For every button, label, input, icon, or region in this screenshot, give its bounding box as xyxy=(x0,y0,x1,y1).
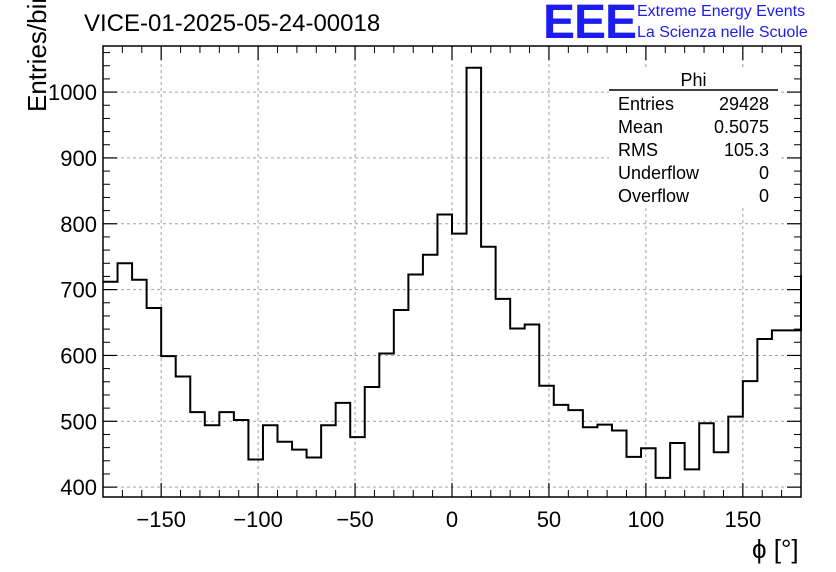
histogram-bin xyxy=(147,308,162,497)
y-tick-label: 800 xyxy=(60,212,97,237)
histogram-line xyxy=(103,66,802,479)
histogram-bin xyxy=(757,339,772,497)
stats-title: Phi xyxy=(680,70,706,90)
histogram-bin xyxy=(365,387,380,497)
stats-value: 29428 xyxy=(719,94,769,114)
stats-value: 0 xyxy=(759,163,769,183)
x-tick-label: −150 xyxy=(136,507,186,532)
histogram-bin xyxy=(627,457,642,497)
y-tick-label: 400 xyxy=(60,475,97,500)
stats-label: Overflow xyxy=(618,186,690,206)
x-tick-label: 150 xyxy=(724,507,761,532)
y-tick-label: 900 xyxy=(60,146,97,171)
stats-value: 0 xyxy=(759,186,769,206)
histogram-bin xyxy=(307,457,322,497)
histogram-bin xyxy=(132,280,147,497)
histogram-bin xyxy=(452,234,467,497)
histogram xyxy=(103,66,802,497)
stats-box: Phi Entries 29428 Mean 0.5075 RMS 105.3 Underfl… xyxy=(609,68,778,208)
histogram-bin xyxy=(234,420,249,497)
stats-label: Underflow xyxy=(618,163,700,183)
stats-label: Entries xyxy=(618,94,674,114)
histogram-bin xyxy=(263,425,278,497)
histogram-bin xyxy=(321,425,336,497)
stats-label: RMS xyxy=(618,140,658,160)
histogram-bin xyxy=(728,417,743,497)
histogram-bin xyxy=(278,442,293,497)
histogram-bin xyxy=(176,377,191,497)
histogram-bin xyxy=(597,425,612,497)
chart-title: VICE-01-2025-05-24-00018 xyxy=(84,10,381,37)
x-tick-label: 50 xyxy=(537,507,561,532)
x-axis-label: ϕ [°] xyxy=(752,534,799,564)
histogram-bin xyxy=(350,437,365,497)
histogram-bin xyxy=(336,403,351,497)
histogram-bin xyxy=(772,330,787,497)
x-tick-label: 0 xyxy=(446,507,458,532)
histogram-bin xyxy=(743,381,758,497)
stats-value: 0.5075 xyxy=(714,117,769,137)
histogram-bin xyxy=(161,356,176,497)
histogram-bin xyxy=(699,423,714,497)
histogram-bin xyxy=(423,255,438,497)
axis-ticks: −150 −100 −50 0 50 100 150 400 500 600 700 800 900 10… xyxy=(48,46,802,532)
stats-value: 105.3 xyxy=(724,140,769,160)
y-tick-label: 700 xyxy=(60,278,97,303)
histogram-bin xyxy=(539,386,554,497)
x-tick-label: −100 xyxy=(233,507,283,532)
x-tick-label: 100 xyxy=(628,507,665,532)
histogram-bin xyxy=(685,469,700,497)
histogram-bin xyxy=(714,452,729,497)
x-tick-label: −50 xyxy=(336,507,373,532)
histogram-bin xyxy=(554,405,569,497)
histogram-bin xyxy=(408,274,423,497)
y-tick-label: 500 xyxy=(60,409,97,434)
logo-subtitle-line2: La Scienza nelle Scuole xyxy=(637,24,808,41)
histogram-bin xyxy=(641,448,656,497)
histogram-bin xyxy=(525,325,540,497)
histogram-bin xyxy=(379,353,394,497)
y-tick-label: 600 xyxy=(60,343,97,368)
histogram-bin xyxy=(292,450,307,497)
histogram-bin xyxy=(670,443,685,497)
logo-subtitle-line1: Extreme Energy Events xyxy=(637,3,806,20)
histogram-bin xyxy=(510,328,525,497)
eee-logo: EEE xyxy=(543,0,637,49)
histogram-bin xyxy=(481,247,496,497)
histogram-bin xyxy=(248,459,263,497)
histogram-bin xyxy=(118,263,133,497)
histogram-bin xyxy=(467,68,482,497)
histogram-bin xyxy=(583,427,598,497)
histogram-bin xyxy=(219,412,234,497)
histogram-bin xyxy=(496,299,511,497)
histogram-bin xyxy=(394,310,409,497)
histogram-bin xyxy=(568,410,583,497)
stats-background xyxy=(609,68,778,208)
y-tick-label: 1000 xyxy=(48,80,97,105)
histogram-bin xyxy=(103,282,118,497)
histogram-bin xyxy=(190,412,205,497)
histogram-bin xyxy=(205,425,220,497)
stats-label: Mean xyxy=(618,117,663,137)
